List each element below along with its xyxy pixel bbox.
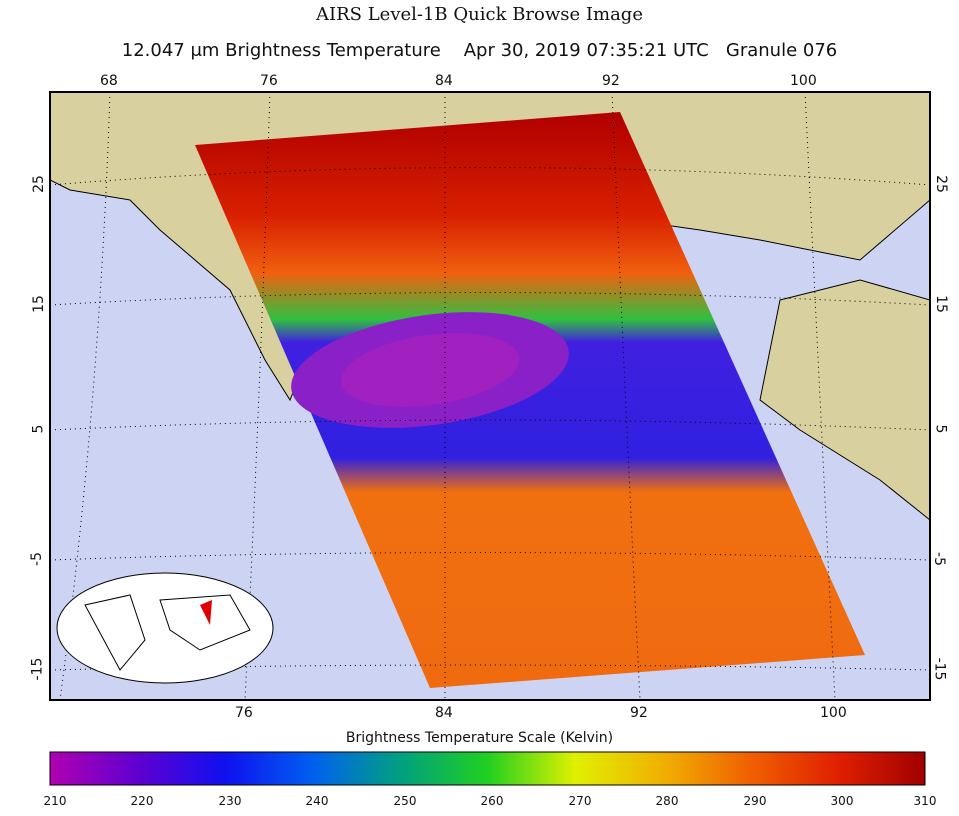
wavelength: 12.047 μm Brightness Temperature	[121, 40, 441, 61]
colorbar-tick: 240	[305, 794, 329, 808]
granule: Granule 076	[725, 40, 838, 61]
lat-label: 25	[30, 175, 47, 193]
colorbar-tick: 270	[568, 794, 592, 808]
datetime: Apr 30, 2019 07:35:21 UTC	[463, 40, 709, 61]
colorbar-tick: 230	[218, 794, 242, 808]
lon-label: 68	[100, 73, 118, 89]
lat-label: 5	[30, 424, 47, 434]
lat-label: -5	[930, 552, 947, 566]
colorbar-title: Brightness Temperature Scale (Kelvin)	[345, 730, 614, 746]
lat-label: 5	[932, 424, 949, 434]
map-frame	[49, 91, 931, 701]
swath	[195, 112, 865, 688]
colorbar	[49, 751, 926, 786]
colorbar-tick: 280	[655, 794, 679, 808]
lon-label: 92	[602, 73, 620, 89]
colorbar-tick: 310	[913, 794, 937, 808]
image-title: AIRS Level-1B Quick Browse Image	[316, 4, 643, 25]
colorbar-tick: 290	[743, 794, 767, 808]
land-southeast-asia	[759, 279, 930, 521]
lon-label: 84	[435, 73, 453, 89]
graticule	[50, 92, 930, 700]
inset-globe	[56, 572, 274, 684]
lat-label: 25	[932, 175, 949, 193]
lat-label: -5	[28, 552, 45, 566]
lon-label: 100	[820, 705, 847, 721]
lat-label: 15	[932, 295, 949, 313]
colorbar-tick: 250	[393, 794, 417, 808]
lon-label: 92	[630, 705, 648, 721]
lat-label: 15	[30, 295, 47, 313]
lon-label: 76	[260, 73, 278, 89]
lon-label: 100	[790, 73, 817, 89]
lat-label: -15	[931, 657, 948, 681]
lon-label: 84	[435, 705, 453, 721]
lon-label: 76	[235, 705, 253, 721]
image-subtitle: 12.047 μm Brightness Temperature Apr 30,…	[0, 40, 959, 61]
colorbar-tick: 210	[43, 794, 67, 808]
colorbar-tick: 220	[130, 794, 154, 808]
lat-label: -15	[29, 657, 46, 681]
colorbar-tick: 260	[480, 794, 504, 808]
colorbar-tick: 300	[830, 794, 854, 808]
